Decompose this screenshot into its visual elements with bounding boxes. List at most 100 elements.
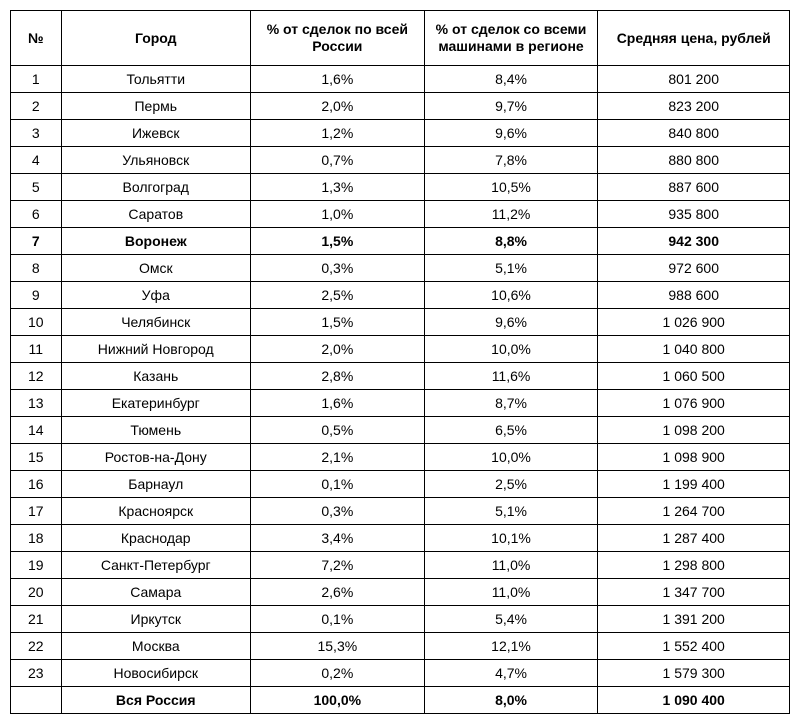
cell-num: 3 [11,120,62,147]
cell-price: 942 300 [598,228,790,255]
table-header-row: № Город % от сделок по всей России % от … [11,11,790,66]
cell-pct2: 10,1% [424,525,598,552]
cell-num: 19 [11,552,62,579]
cell-pct2: 8,8% [424,228,598,255]
table-body: 1Тольятти1,6%8,4%801 2002Пермь2,0%9,7%82… [11,66,790,714]
cell-pct1: 0,1% [251,471,425,498]
cell-pct1: 0,2% [251,660,425,687]
cell-pct2: 9,7% [424,93,598,120]
table-row: 2Пермь2,0%9,7%823 200 [11,93,790,120]
cell-price: 823 200 [598,93,790,120]
cell-price: 1 098 200 [598,417,790,444]
cell-price: 1 347 700 [598,579,790,606]
cell-pct1: 2,6% [251,579,425,606]
cell-pct1: 1,3% [251,174,425,201]
cell-city: Тольятти [61,66,250,93]
table-row: 21Иркутск0,1%5,4%1 391 200 [11,606,790,633]
cell-pct2: 6,5% [424,417,598,444]
table-row: Вся Россия100,0%8,0%1 090 400 [11,687,790,714]
table-row: 8Омск0,3%5,1%972 600 [11,255,790,282]
cell-price: 840 800 [598,120,790,147]
cell-num: 14 [11,417,62,444]
cell-pct2: 9,6% [424,120,598,147]
cell-price: 972 600 [598,255,790,282]
table-row: 14Тюмень0,5%6,5%1 098 200 [11,417,790,444]
cell-price: 1 076 900 [598,390,790,417]
cell-pct1: 2,1% [251,444,425,471]
cell-price: 887 600 [598,174,790,201]
table-row: 22Москва15,3%12,1%1 552 400 [11,633,790,660]
cell-price: 1 552 400 [598,633,790,660]
cell-pct1: 1,5% [251,309,425,336]
cell-price: 801 200 [598,66,790,93]
cell-price: 935 800 [598,201,790,228]
cell-price: 1 098 900 [598,444,790,471]
cell-pct2: 10,0% [424,444,598,471]
cell-num [11,687,62,714]
cell-pct1: 0,3% [251,255,425,282]
cell-pct1: 1,6% [251,66,425,93]
cell-city: Москва [61,633,250,660]
cell-pct1: 100,0% [251,687,425,714]
cell-num: 9 [11,282,62,309]
cell-city: Волгоград [61,174,250,201]
cell-city: Нижний Новгород [61,336,250,363]
cell-city: Барнаул [61,471,250,498]
cell-city: Самара [61,579,250,606]
cell-city: Саратов [61,201,250,228]
cell-pct2: 8,0% [424,687,598,714]
cell-pct1: 15,3% [251,633,425,660]
cell-pct1: 2,8% [251,363,425,390]
cell-pct2: 5,1% [424,498,598,525]
cell-pct2: 5,1% [424,255,598,282]
table-row: 11Нижний Новгород2,0%10,0%1 040 800 [11,336,790,363]
cell-num: 22 [11,633,62,660]
table-row: 6Саратов1,0%11,2%935 800 [11,201,790,228]
cell-city: Воронеж [61,228,250,255]
cell-pct2: 11,6% [424,363,598,390]
table-row: 3Ижевск1,2%9,6%840 800 [11,120,790,147]
cell-pct2: 2,5% [424,471,598,498]
cell-price: 1 298 800 [598,552,790,579]
cell-price: 880 800 [598,147,790,174]
cell-num: 8 [11,255,62,282]
cell-pct2: 4,7% [424,660,598,687]
cell-pct2: 10,6% [424,282,598,309]
cell-pct2: 9,6% [424,309,598,336]
cell-city: Ульяновск [61,147,250,174]
cell-pct1: 1,2% [251,120,425,147]
cell-price: 1 040 800 [598,336,790,363]
cell-pct2: 10,0% [424,336,598,363]
cell-num: 21 [11,606,62,633]
cell-price: 1 264 700 [598,498,790,525]
table-row: 18Краснодар3,4%10,1%1 287 400 [11,525,790,552]
cell-pct2: 10,5% [424,174,598,201]
cell-price: 1 391 200 [598,606,790,633]
cell-pct1: 0,7% [251,147,425,174]
cell-city: Ростов-на-Дону [61,444,250,471]
cell-pct1: 1,5% [251,228,425,255]
col-header-pct1: % от сделок по всей России [251,11,425,66]
col-header-pct2: % от сделок со всеми машинами в регионе [424,11,598,66]
cell-city: Уфа [61,282,250,309]
cell-price: 1 090 400 [598,687,790,714]
cell-price: 1 060 500 [598,363,790,390]
table-row: 19Санкт-Петербург7,2%11,0%1 298 800 [11,552,790,579]
cell-num: 7 [11,228,62,255]
cell-pct1: 3,4% [251,525,425,552]
cell-pct1: 2,5% [251,282,425,309]
cell-city: Екатеринбург [61,390,250,417]
cell-pct2: 11,0% [424,579,598,606]
cell-pct1: 2,0% [251,336,425,363]
table-row: 16Барнаул0,1%2,5%1 199 400 [11,471,790,498]
cell-pct1: 1,0% [251,201,425,228]
cell-pct1: 0,1% [251,606,425,633]
cell-city: Иркутск [61,606,250,633]
col-header-city: Город [61,11,250,66]
cell-num: 10 [11,309,62,336]
col-header-num: № [11,11,62,66]
table-row: 7Воронеж1,5%8,8%942 300 [11,228,790,255]
table-header: № Город % от сделок по всей России % от … [11,11,790,66]
cell-city: Санкт-Петербург [61,552,250,579]
cell-city: Пермь [61,93,250,120]
